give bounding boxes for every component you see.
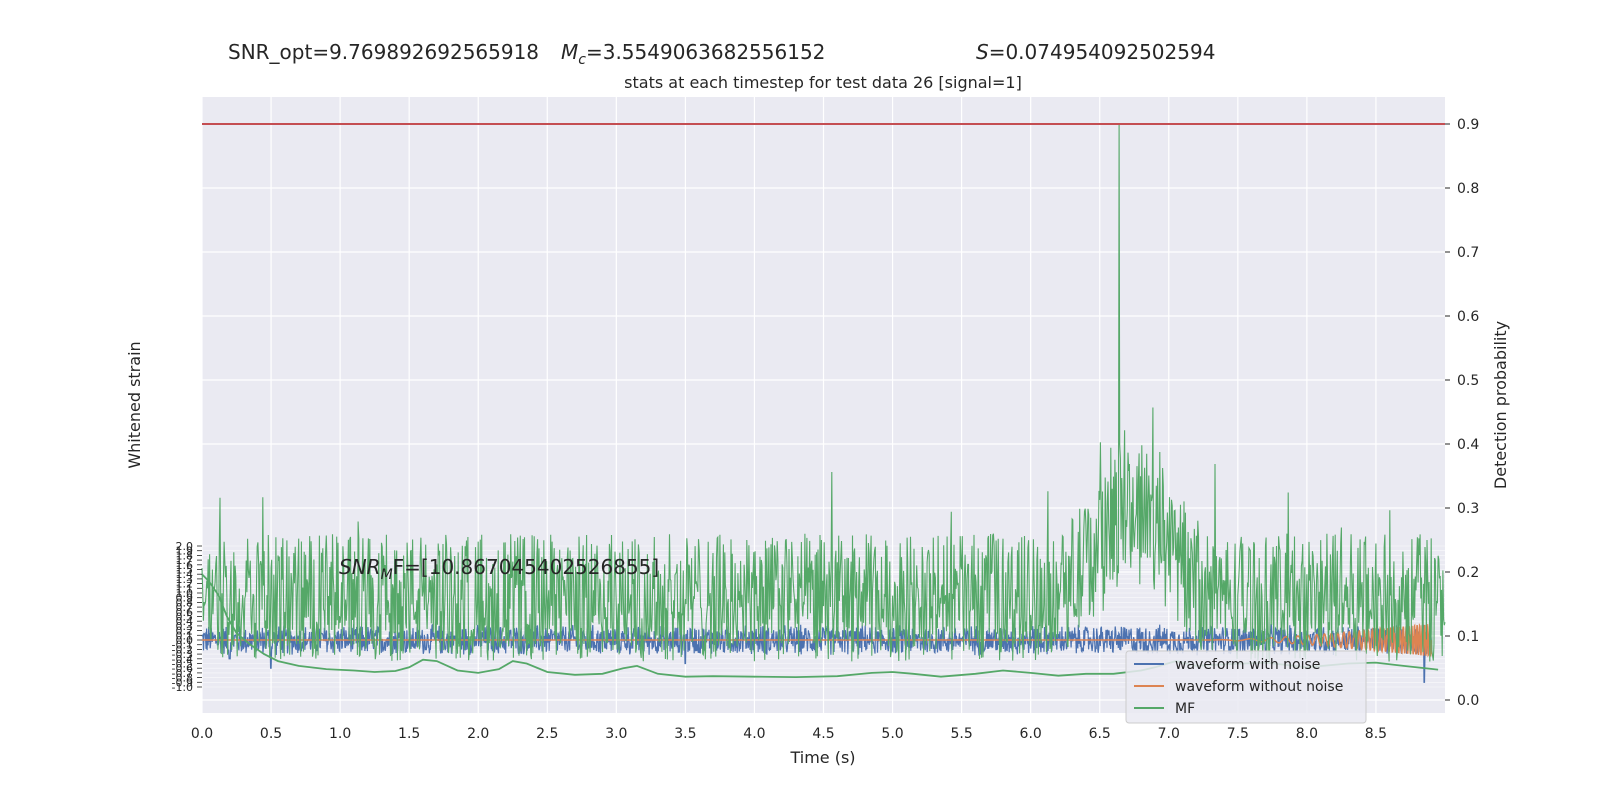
x-tick-label: 6.0 <box>1020 726 1042 742</box>
y-right-tick-label: 0.8 <box>1457 181 1479 197</box>
x-tick-label: 8.5 <box>1365 726 1387 742</box>
y-left-tick-label: 1.1 <box>176 582 194 595</box>
x-tick-label: 3.5 <box>674 726 696 742</box>
y-right-tick-labels: 0.0 0.1 0.2 0.3 0.4 0.5 0.6 0.7 0.8 0.9 <box>1445 117 1479 709</box>
y-left-tick-label: 0.3 <box>176 620 194 633</box>
x-tick-label: 4.5 <box>812 726 834 742</box>
legend-box <box>1125 650 1367 724</box>
x-tick-labels: 0.0 0.5 1.0 1.5 2.0 2.5 3.0 3.5 4.0 4.5 5.0 5.5 6.0 6… <box>191 726 1387 742</box>
y-left-tick-label: 1.2 <box>176 578 194 591</box>
y-left-tick-label: -0.8 <box>172 672 193 685</box>
y-left-tick-label: 0.0 <box>176 634 194 647</box>
y-left-tick-label: 0.5 <box>176 611 194 624</box>
y-left-tick-label: -0.4 <box>172 653 193 666</box>
x-tick-label: 4.0 <box>743 726 765 742</box>
y-left-tick-label: 1.4 <box>176 568 194 581</box>
y-left-tick-label: -0.3 <box>172 648 193 661</box>
x-tick-label: 0.5 <box>260 726 282 742</box>
chart-title: stats at each timestep for test data 26 … <box>624 73 1022 92</box>
x-tick-label: 2.0 <box>467 726 489 742</box>
series-line-detection-probability <box>201 123 1446 662</box>
x-tick-label: 7.0 <box>1158 726 1180 742</box>
x-tick-label: 1.0 <box>329 726 351 742</box>
x-tick-label: 1.5 <box>398 726 420 742</box>
x-axis-label: Time (s) <box>789 748 855 767</box>
series-line-waveform-without-noise <box>202 622 1432 658</box>
x-tick-label: 5.0 <box>881 726 903 742</box>
y-left-tick-label: 1.8 <box>176 549 194 562</box>
y-left-tick-label: -0.1 <box>172 639 193 652</box>
legend: waveform with noise waveform without noi… <box>1125 650 1367 724</box>
y-right-tick-label: 0.6 <box>1457 309 1479 325</box>
y-left-tick-label: 1.5 <box>176 564 194 577</box>
x-tick-label: 5.5 <box>950 726 972 742</box>
y-left-tick-label: 0.6 <box>176 606 194 619</box>
legend-label-mf: MF <box>1175 701 1195 717</box>
y-right-tick-label: 0.4 <box>1457 437 1479 453</box>
y-left-tick-label: -1.0 <box>172 681 193 694</box>
y-left-tick-label: -0.7 <box>172 667 193 680</box>
legend-label-clean: waveform without noise <box>1175 679 1343 695</box>
y-left-tick-label: 0.2 <box>176 625 194 638</box>
y-left-tick-label: 2.0 <box>176 540 194 553</box>
snr-mf-annotation: SNRMF=[10.867045402526855] <box>339 555 659 583</box>
y-left-tick-label: -0.2 <box>172 643 193 656</box>
x-tick-label: 8.0 <box>1296 726 1318 742</box>
y-right-tick-label: 0.3 <box>1457 501 1479 517</box>
s-label: S=0.074954092502594 <box>976 40 1215 64</box>
y-right-axis-label: Detection probability <box>1491 321 1510 489</box>
y-right-tick-label: 0.1 <box>1457 629 1479 645</box>
y-left-tick-label: 1.9 <box>176 545 194 558</box>
y-right-tick-label: 0.0 <box>1457 693 1479 709</box>
series-group <box>201 123 1446 683</box>
x-tick-label: 6.5 <box>1089 726 1111 742</box>
legend-label-noise: waveform with noise <box>1175 657 1320 673</box>
y-left-tick-label: -0.6 <box>172 662 193 675</box>
y-right-tick-label: 0.2 <box>1457 565 1479 581</box>
y-left-tick-label: -0.9 <box>172 676 193 689</box>
y-left-tick-label: 0.9 <box>176 592 194 605</box>
x-tick-label: 0.0 <box>191 726 213 742</box>
y-left-tick-label: 1.3 <box>176 573 194 586</box>
y-left-tick-label: -0.5 <box>172 658 193 671</box>
y-left-axis-label: Whitened strain <box>125 341 144 468</box>
x-tick-label: 3.0 <box>605 726 627 742</box>
y-right-tick-label: 0.5 <box>1457 373 1479 389</box>
snr-opt-label: SNR_opt=9.769892692565918 <box>228 40 539 64</box>
x-tick-label: 2.5 <box>536 726 558 742</box>
y-left-tick-label: 0.1 <box>176 629 194 642</box>
x-tick-label: 7.5 <box>1227 726 1249 742</box>
y-left-tick-label: 0.8 <box>176 596 194 609</box>
y-right-tick-label: 0.9 <box>1457 117 1479 133</box>
y-right-tick-label: 0.7 <box>1457 245 1479 261</box>
mc-label: Mc=3.5549063682556152 <box>561 40 825 68</box>
y-left-tick-label: 1.7 <box>176 554 194 567</box>
y-left-tick-label: 1.6 <box>176 559 194 572</box>
y-left-tick-labels: 2.01.91.81.71.61.51.41.31.21.11.00.90.80… <box>172 540 202 694</box>
y-left-tick-label: 0.4 <box>176 615 194 628</box>
y-left-tick-label: 0.7 <box>176 601 194 614</box>
y-left-tick-label: 1.0 <box>176 587 194 600</box>
